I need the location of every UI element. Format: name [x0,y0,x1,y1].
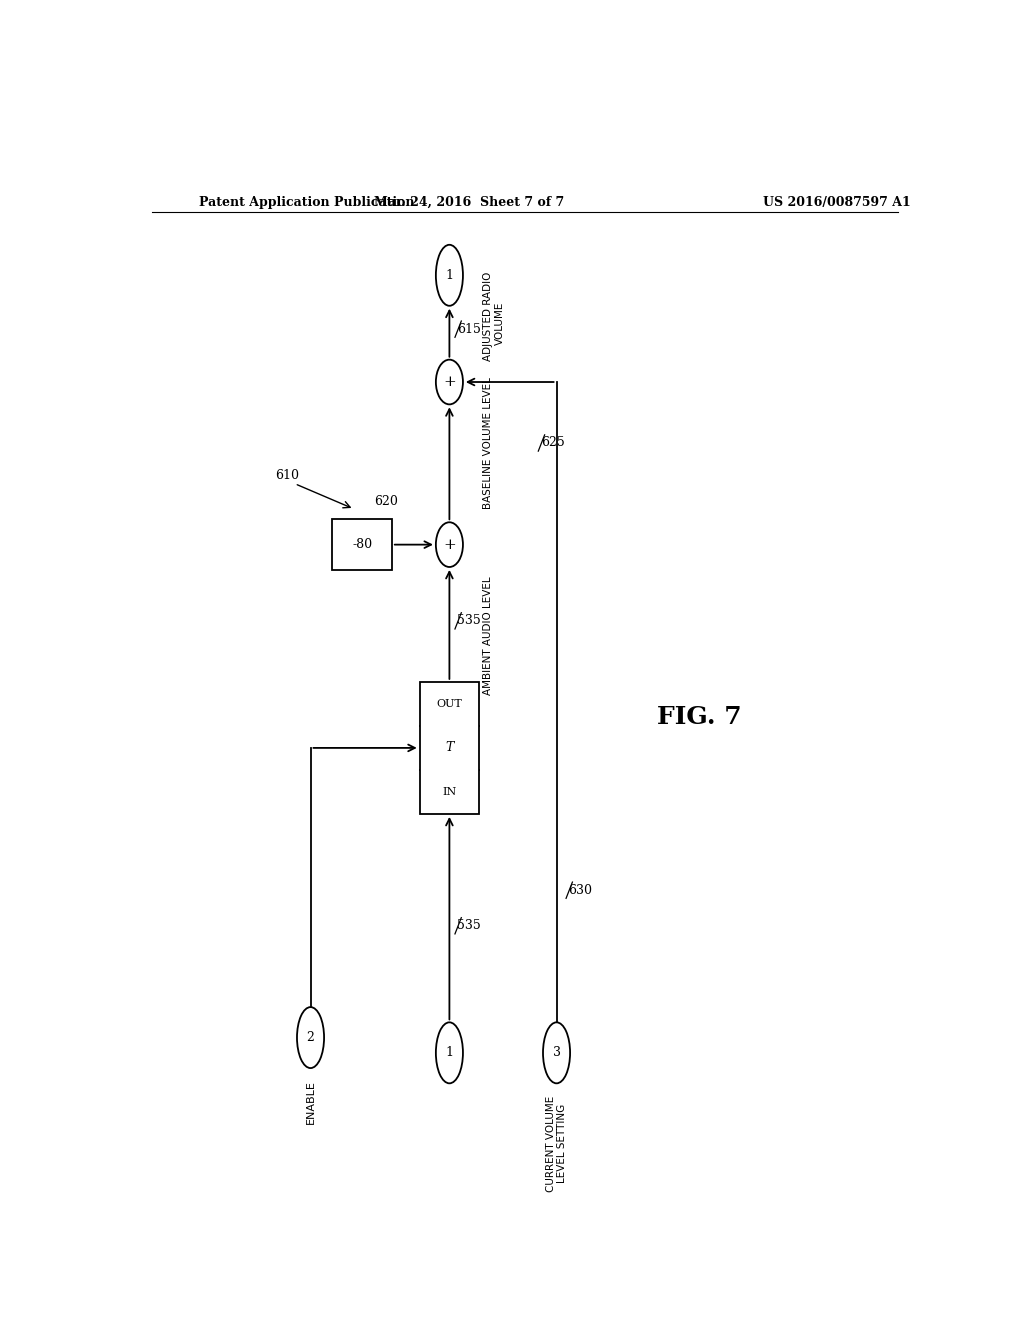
Text: 620: 620 [374,495,398,508]
Text: AMBIENT AUDIO LEVEL: AMBIENT AUDIO LEVEL [482,577,493,696]
Ellipse shape [436,523,463,568]
Text: FIG. 7: FIG. 7 [657,705,741,730]
Text: IN: IN [442,787,457,797]
Bar [333,519,392,570]
Text: -80: -80 [352,539,372,552]
Text: 535: 535 [458,919,481,932]
Text: +: + [443,537,456,552]
Text: OUT: OUT [436,698,462,709]
Text: 610: 610 [274,469,299,482]
Text: ENABLE: ENABLE [305,1080,315,1125]
Text: 625: 625 [541,437,564,450]
Text: VOLUME: VOLUME [495,301,505,345]
Text: BASELINE VOLUME LEVEL: BASELINE VOLUME LEVEL [482,378,493,510]
Text: Mar. 24, 2016  Sheet 7 of 7: Mar. 24, 2016 Sheet 7 of 7 [374,195,564,209]
Text: ADJUSTED RADIO: ADJUSTED RADIO [482,271,493,360]
Text: T: T [445,742,454,755]
Text: 535: 535 [458,614,481,627]
Text: 1: 1 [445,1047,454,1060]
Text: Patent Application Publication: Patent Application Publication [200,195,415,209]
Ellipse shape [436,359,463,404]
Text: +: + [443,375,456,389]
Bar [420,682,479,814]
Text: CURRENT VOLUME
LEVEL SETTING: CURRENT VOLUME LEVEL SETTING [546,1096,567,1192]
Text: US 2016/0087597 A1: US 2016/0087597 A1 [763,195,910,209]
Text: 615: 615 [458,322,481,335]
Text: 2: 2 [306,1031,314,1044]
Text: 1: 1 [445,269,454,281]
Text: 630: 630 [568,883,593,896]
Text: 3: 3 [553,1047,560,1060]
